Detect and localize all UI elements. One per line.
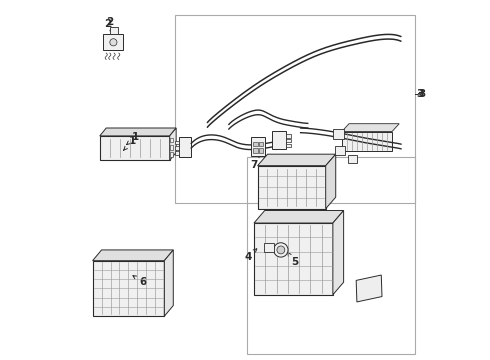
- Bar: [286, 134, 291, 138]
- Text: 5: 5: [288, 252, 298, 267]
- Bar: [272, 131, 286, 149]
- Polygon shape: [342, 124, 399, 132]
- Polygon shape: [333, 211, 343, 295]
- Text: 2: 2: [104, 19, 113, 33]
- Bar: [247, 157, 416, 354]
- Bar: [175, 151, 179, 155]
- Circle shape: [274, 243, 288, 257]
- Text: 1: 1: [123, 136, 136, 150]
- Bar: [259, 142, 263, 146]
- Text: 1: 1: [127, 132, 139, 145]
- Bar: [348, 155, 357, 163]
- Polygon shape: [100, 128, 176, 136]
- Bar: [93, 261, 164, 316]
- Bar: [333, 129, 344, 139]
- Polygon shape: [356, 275, 382, 302]
- Bar: [110, 27, 118, 34]
- Text: 6: 6: [133, 276, 147, 287]
- Polygon shape: [100, 136, 170, 160]
- Bar: [170, 138, 173, 142]
- Bar: [170, 152, 173, 157]
- Bar: [286, 139, 291, 142]
- Bar: [254, 223, 333, 295]
- Bar: [264, 243, 274, 252]
- Polygon shape: [254, 211, 343, 223]
- Circle shape: [110, 39, 117, 46]
- Bar: [253, 148, 258, 153]
- Polygon shape: [93, 250, 173, 261]
- Bar: [286, 144, 291, 147]
- Text: 7: 7: [250, 154, 259, 170]
- Polygon shape: [326, 154, 336, 209]
- Polygon shape: [170, 128, 176, 160]
- Text: 3: 3: [418, 89, 425, 99]
- Bar: [342, 132, 392, 151]
- Text: 4: 4: [244, 249, 257, 262]
- Bar: [170, 145, 173, 149]
- Bar: [175, 146, 179, 149]
- Bar: [175, 15, 416, 203]
- Bar: [258, 166, 326, 209]
- Text: 2: 2: [106, 17, 113, 33]
- Bar: [251, 137, 265, 156]
- Circle shape: [277, 246, 285, 254]
- Bar: [103, 34, 123, 50]
- Bar: [259, 148, 263, 153]
- Bar: [179, 137, 191, 157]
- Bar: [335, 145, 345, 155]
- Polygon shape: [164, 250, 173, 316]
- Text: 3: 3: [416, 89, 424, 99]
- Polygon shape: [258, 154, 336, 166]
- Bar: [253, 142, 258, 146]
- Bar: [175, 140, 179, 144]
